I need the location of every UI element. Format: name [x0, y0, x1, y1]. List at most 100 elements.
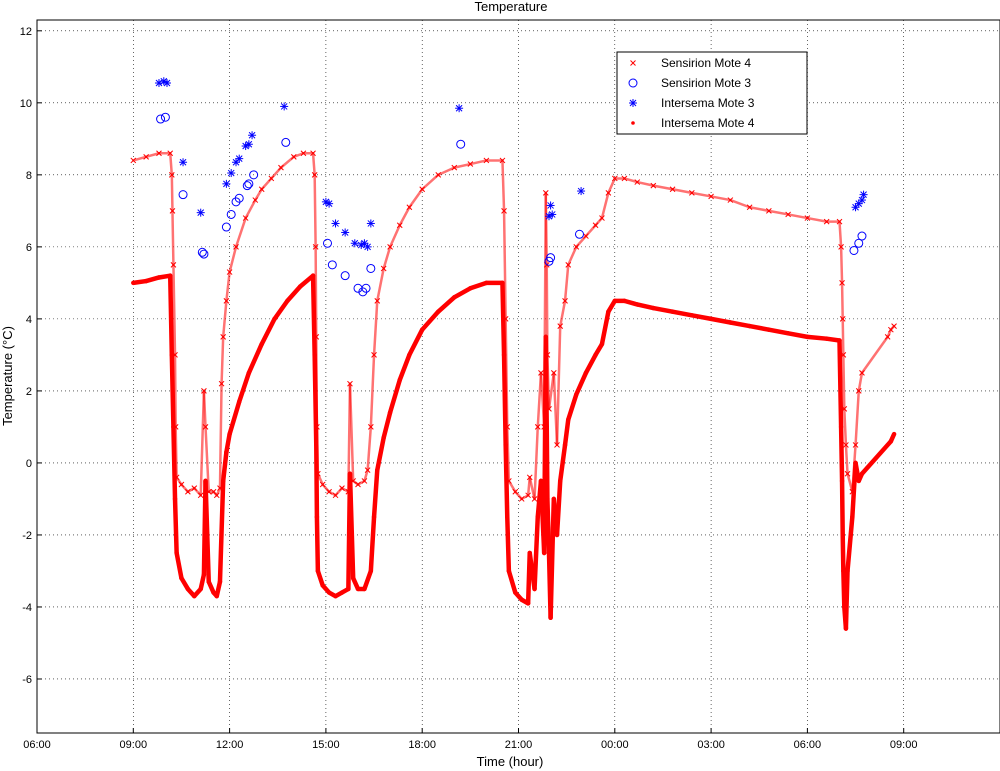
data-point — [634, 179, 641, 185]
data-point — [606, 309, 611, 314]
series-intersema-mote-3 — [154, 77, 868, 251]
data-point — [213, 492, 220, 499]
y-tick-label: -4 — [22, 602, 32, 614]
series-trace-segment — [310, 273, 317, 358]
data-point — [577, 187, 586, 196]
series-trace-segment — [436, 295, 457, 314]
data-point — [312, 353, 317, 357]
series-trace-segment — [348, 382, 355, 483]
data-point — [622, 299, 627, 303]
legend-marker — [630, 60, 636, 66]
series-trace-segment — [198, 572, 207, 592]
series-trace-segment — [453, 162, 472, 169]
series-trace-segment — [533, 425, 540, 501]
data-point — [374, 298, 381, 304]
series-trace-segment — [554, 478, 563, 538]
data-point — [747, 324, 752, 328]
series-trace-segment — [860, 335, 889, 375]
data-point — [554, 442, 560, 448]
series-trace-segment — [371, 467, 380, 520]
series-trace-segment — [506, 568, 518, 595]
data-point — [635, 302, 640, 307]
data-point — [849, 245, 859, 255]
series-trace-segment — [652, 184, 674, 191]
data-point — [562, 298, 568, 304]
y-tick-label: 2 — [26, 386, 32, 398]
series-trace-segment — [376, 267, 385, 303]
series-trace-segment — [841, 317, 845, 357]
data-point — [884, 334, 891, 340]
data-point — [688, 189, 695, 196]
series-trace-segment — [167, 273, 175, 358]
data-point — [592, 222, 599, 229]
data-point — [837, 338, 842, 343]
data-point — [859, 190, 868, 199]
data-point — [351, 576, 355, 580]
data-point — [843, 442, 849, 448]
series-trace-segment — [171, 424, 178, 502]
data-point — [419, 186, 426, 193]
data-point — [526, 474, 533, 481]
series-trace-segment — [505, 514, 512, 574]
series-trace-segment — [204, 425, 210, 493]
data-point — [853, 461, 858, 465]
data-point — [746, 204, 753, 211]
data-point — [315, 515, 319, 519]
legend-box — [616, 51, 808, 135]
data-point — [218, 579, 222, 584]
data-point — [340, 590, 344, 595]
series-trace-segment — [225, 270, 231, 303]
data-point — [565, 262, 572, 268]
series-trace-segment — [368, 514, 377, 574]
y-tick-label: 4 — [26, 314, 32, 326]
series-trace-segment — [842, 353, 846, 411]
data-point — [512, 488, 519, 495]
data-point — [191, 485, 198, 491]
data-point — [542, 551, 546, 555]
series-trace-segment — [372, 299, 379, 357]
series-trace-segment — [843, 407, 848, 447]
data-point — [669, 186, 676, 193]
data-point — [621, 175, 628, 182]
data-point — [804, 215, 811, 221]
series-trace-segment — [844, 443, 849, 475]
series-trace-segment — [729, 198, 751, 209]
data-point — [268, 175, 275, 182]
series-trace-segment — [557, 442, 568, 484]
series-trace-segment — [839, 478, 845, 538]
y-tick-label: 6 — [26, 242, 32, 254]
series-trace-segment — [854, 389, 861, 447]
data-point — [143, 153, 149, 160]
series-trace-segment — [234, 216, 247, 249]
series-trace-segment — [311, 151, 316, 177]
data-point — [361, 283, 371, 293]
data-point — [168, 273, 173, 278]
series-sensirion-mote-3 — [156, 112, 867, 297]
data-point — [535, 515, 540, 519]
series-trace-segment — [838, 220, 843, 249]
data-point — [197, 492, 204, 499]
legend-entry: Intersema Mote 3 — [661, 96, 755, 110]
data-point — [840, 533, 845, 537]
data-point — [502, 353, 506, 357]
series-trace-segment — [173, 353, 177, 429]
series-trace-segment — [607, 177, 617, 195]
series-intersema-mote-4 — [131, 273, 897, 631]
data-point — [548, 210, 557, 219]
series-trace-segment — [468, 280, 489, 291]
series-trace-segment — [532, 514, 541, 592]
series-trace-segment — [220, 449, 229, 484]
series-trace-segment — [544, 191, 548, 267]
series-trace-segment — [420, 173, 440, 191]
y-axis-label: Temperature (°C) — [0, 326, 15, 426]
data-point — [227, 169, 236, 178]
y-tick-label: 10 — [20, 98, 32, 110]
data-point — [709, 317, 713, 321]
data-point — [196, 208, 205, 217]
series-trace-segment — [272, 298, 290, 322]
data-point — [346, 587, 351, 591]
series-trace-segment — [366, 425, 373, 472]
series-trace-segment — [845, 514, 855, 574]
data-point — [221, 479, 225, 483]
data-point — [371, 352, 377, 358]
